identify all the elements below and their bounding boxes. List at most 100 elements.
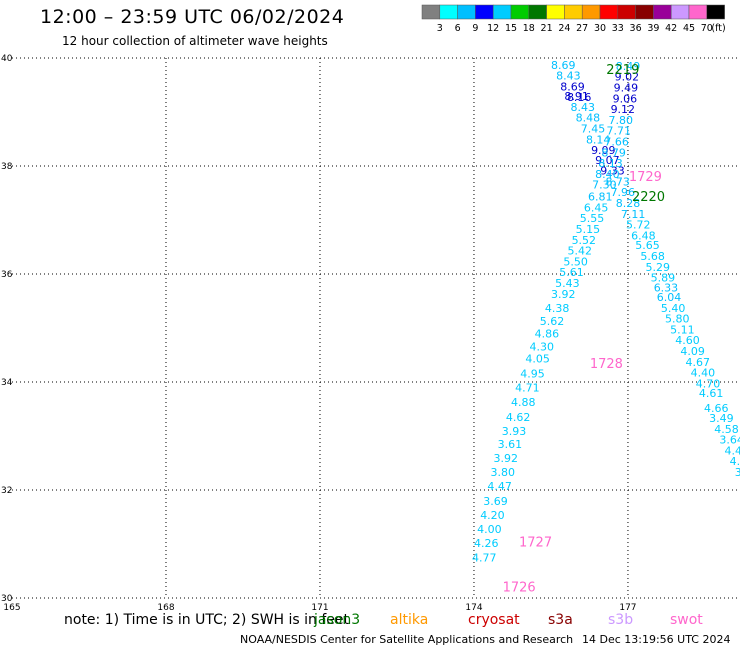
pass-time-label: 2219 — [606, 63, 639, 78]
color-scale-tick: 70 — [701, 23, 713, 34]
color-scale-swatch — [688, 4, 708, 20]
color-scale-tick: (ft) — [711, 23, 725, 34]
wave-height-label: 6.48 — [631, 229, 656, 242]
wave-height-label: 4.38 — [545, 302, 570, 315]
wave-height-label: 4.00 — [477, 523, 502, 536]
wave-height-label: 4.60 — [675, 334, 700, 347]
wave-height-label: 6.45 — [584, 201, 609, 214]
wave-height-label: 6.04 — [657, 291, 682, 304]
wave-height-label: 5.29 — [645, 261, 670, 274]
lat-tick-label: 34 — [1, 378, 13, 388]
color-scale-tick: 42 — [665, 23, 677, 34]
wave-height-label: 4.26 — [474, 537, 499, 550]
wave-height-label: 4.61 — [699, 387, 724, 400]
color-scale-swatch — [492, 4, 512, 20]
wave-height-label: 4.40 — [691, 367, 716, 380]
wave-height-label: 8.91 — [564, 90, 589, 103]
altimeter-tracks: 8.698.438.698.918.168.438.487.458.149.09… — [472, 59, 740, 564]
lat-tick-label: 36 — [1, 270, 13, 280]
color-scale-swatch — [599, 4, 619, 20]
wave-height-label: 5.52 — [572, 234, 597, 247]
wave-height-label: 5.40 — [661, 302, 686, 315]
lon-tick-label: 177 — [619, 603, 636, 613]
wave-height-label: 5.43 — [555, 277, 580, 290]
satellite-swot: swot — [670, 612, 703, 628]
wave-height-label: 4.47 — [487, 480, 512, 493]
satellite-s3b: s3b — [608, 612, 634, 628]
wave-height-label: 5.55 — [580, 212, 605, 225]
color-scale-swatch — [421, 4, 441, 20]
satellite-cryosat: cryosat — [468, 612, 520, 628]
wave-height-label: 4.05 — [525, 353, 550, 366]
wave-height-label: 4.20 — [480, 509, 505, 522]
footer-timestamp: 14 Dec 13:19:56 UTC 2024 — [582, 633, 731, 646]
color-scale-tick: 21 — [541, 23, 553, 34]
wave-height-label: 7.66 — [604, 135, 629, 148]
wave-height-label: 9.09 — [591, 144, 616, 157]
wave-height-label: 3.80 — [490, 466, 515, 479]
wave-height-label: 4.71 — [515, 382, 540, 395]
wave-height-label: 4.62 — [506, 411, 531, 424]
wave-height-label: 7.96 — [611, 186, 636, 199]
color-scale-tick: 45 — [683, 23, 695, 34]
color-scale-tick: 6 — [455, 23, 461, 34]
satellite-s3a: s3a — [548, 612, 573, 628]
color-scale-swatch — [546, 4, 565, 20]
lon-tick-label: 171 — [311, 603, 328, 613]
wave-height-label: 4.70 — [696, 377, 721, 390]
color-scale-tick: 12 — [487, 23, 499, 34]
wave-height-label: 3.64 — [719, 434, 740, 447]
wave-height-label: 3.61 — [498, 438, 523, 451]
lat-tick-label: 40 — [1, 54, 13, 64]
pass-time-label: 1729 — [629, 170, 662, 185]
wave-height-label: 4.86 — [535, 328, 560, 341]
color-scale-swatch — [581, 4, 601, 20]
wave-height-label: 8.43 — [556, 70, 581, 83]
color-scale-tick: 18 — [523, 23, 535, 34]
wave-height-label: 8.69 — [560, 80, 585, 93]
color-scale-tick: 30 — [594, 23, 606, 34]
wave-height-label: 8.43 — [571, 101, 596, 114]
wave-height-label: 3.92 — [494, 452, 519, 465]
wave-height-label: 7.30 — [592, 179, 617, 192]
color-scale-swatch — [528, 4, 547, 20]
wave-height-label: 7.71 — [606, 125, 631, 138]
wave-height-label: 5.89 — [651, 272, 676, 285]
pass-time-label: 2220 — [632, 190, 665, 205]
wave-height-label: 6.33 — [654, 281, 679, 294]
pass-time-label: 1727 — [519, 536, 552, 551]
wave-height-label: 4.09 — [680, 345, 705, 358]
color-scale-swatch — [653, 4, 672, 20]
lon-tick-label: 174 — [465, 603, 482, 613]
wave-height-label: 8.28 — [616, 197, 641, 210]
wave-height-label: 5.68 — [640, 250, 665, 263]
color-scale-swatch — [564, 4, 583, 20]
wave-height-label: 5.15 — [576, 223, 601, 236]
color-scale-tick: 3 — [437, 23, 443, 34]
wave-height-label: 9.06 — [613, 92, 638, 105]
wave-height-label: 5.61 — [559, 266, 584, 279]
wave-height-label: 4.58 — [714, 423, 739, 436]
color-scale-tick: 27 — [576, 23, 588, 34]
satellite-altika: altika — [390, 612, 429, 628]
wave-height-label: 3.69 — [483, 495, 508, 508]
lat-tick-label: 30 — [1, 594, 13, 604]
wave-height-label: 6.81 — [588, 191, 613, 204]
wave-height-label: 8.73 — [605, 175, 630, 188]
wave-height-label: 5.62 — [540, 315, 565, 328]
wave-height-label: 5.65 — [635, 239, 660, 252]
wave-height-label: 4.67 — [686, 356, 711, 369]
wave-height-label: 9.02 — [615, 71, 640, 84]
color-scale-swatch — [439, 4, 458, 20]
lat-tick-label: 38 — [1, 162, 13, 172]
wave-height-label: 8.40 — [595, 168, 620, 181]
wave-height-label: 9.07 — [595, 154, 620, 167]
color-scale-swatch — [475, 4, 494, 20]
wave-height-label: 4.88 — [511, 396, 536, 409]
wave-height-label: 7.45 — [581, 123, 606, 136]
wave-height-label: 4.77 — [472, 551, 497, 564]
wave-height-label: 8.13 — [598, 157, 623, 170]
page-subtitle: 12 hour collection of altimeter wave hei… — [62, 34, 328, 48]
